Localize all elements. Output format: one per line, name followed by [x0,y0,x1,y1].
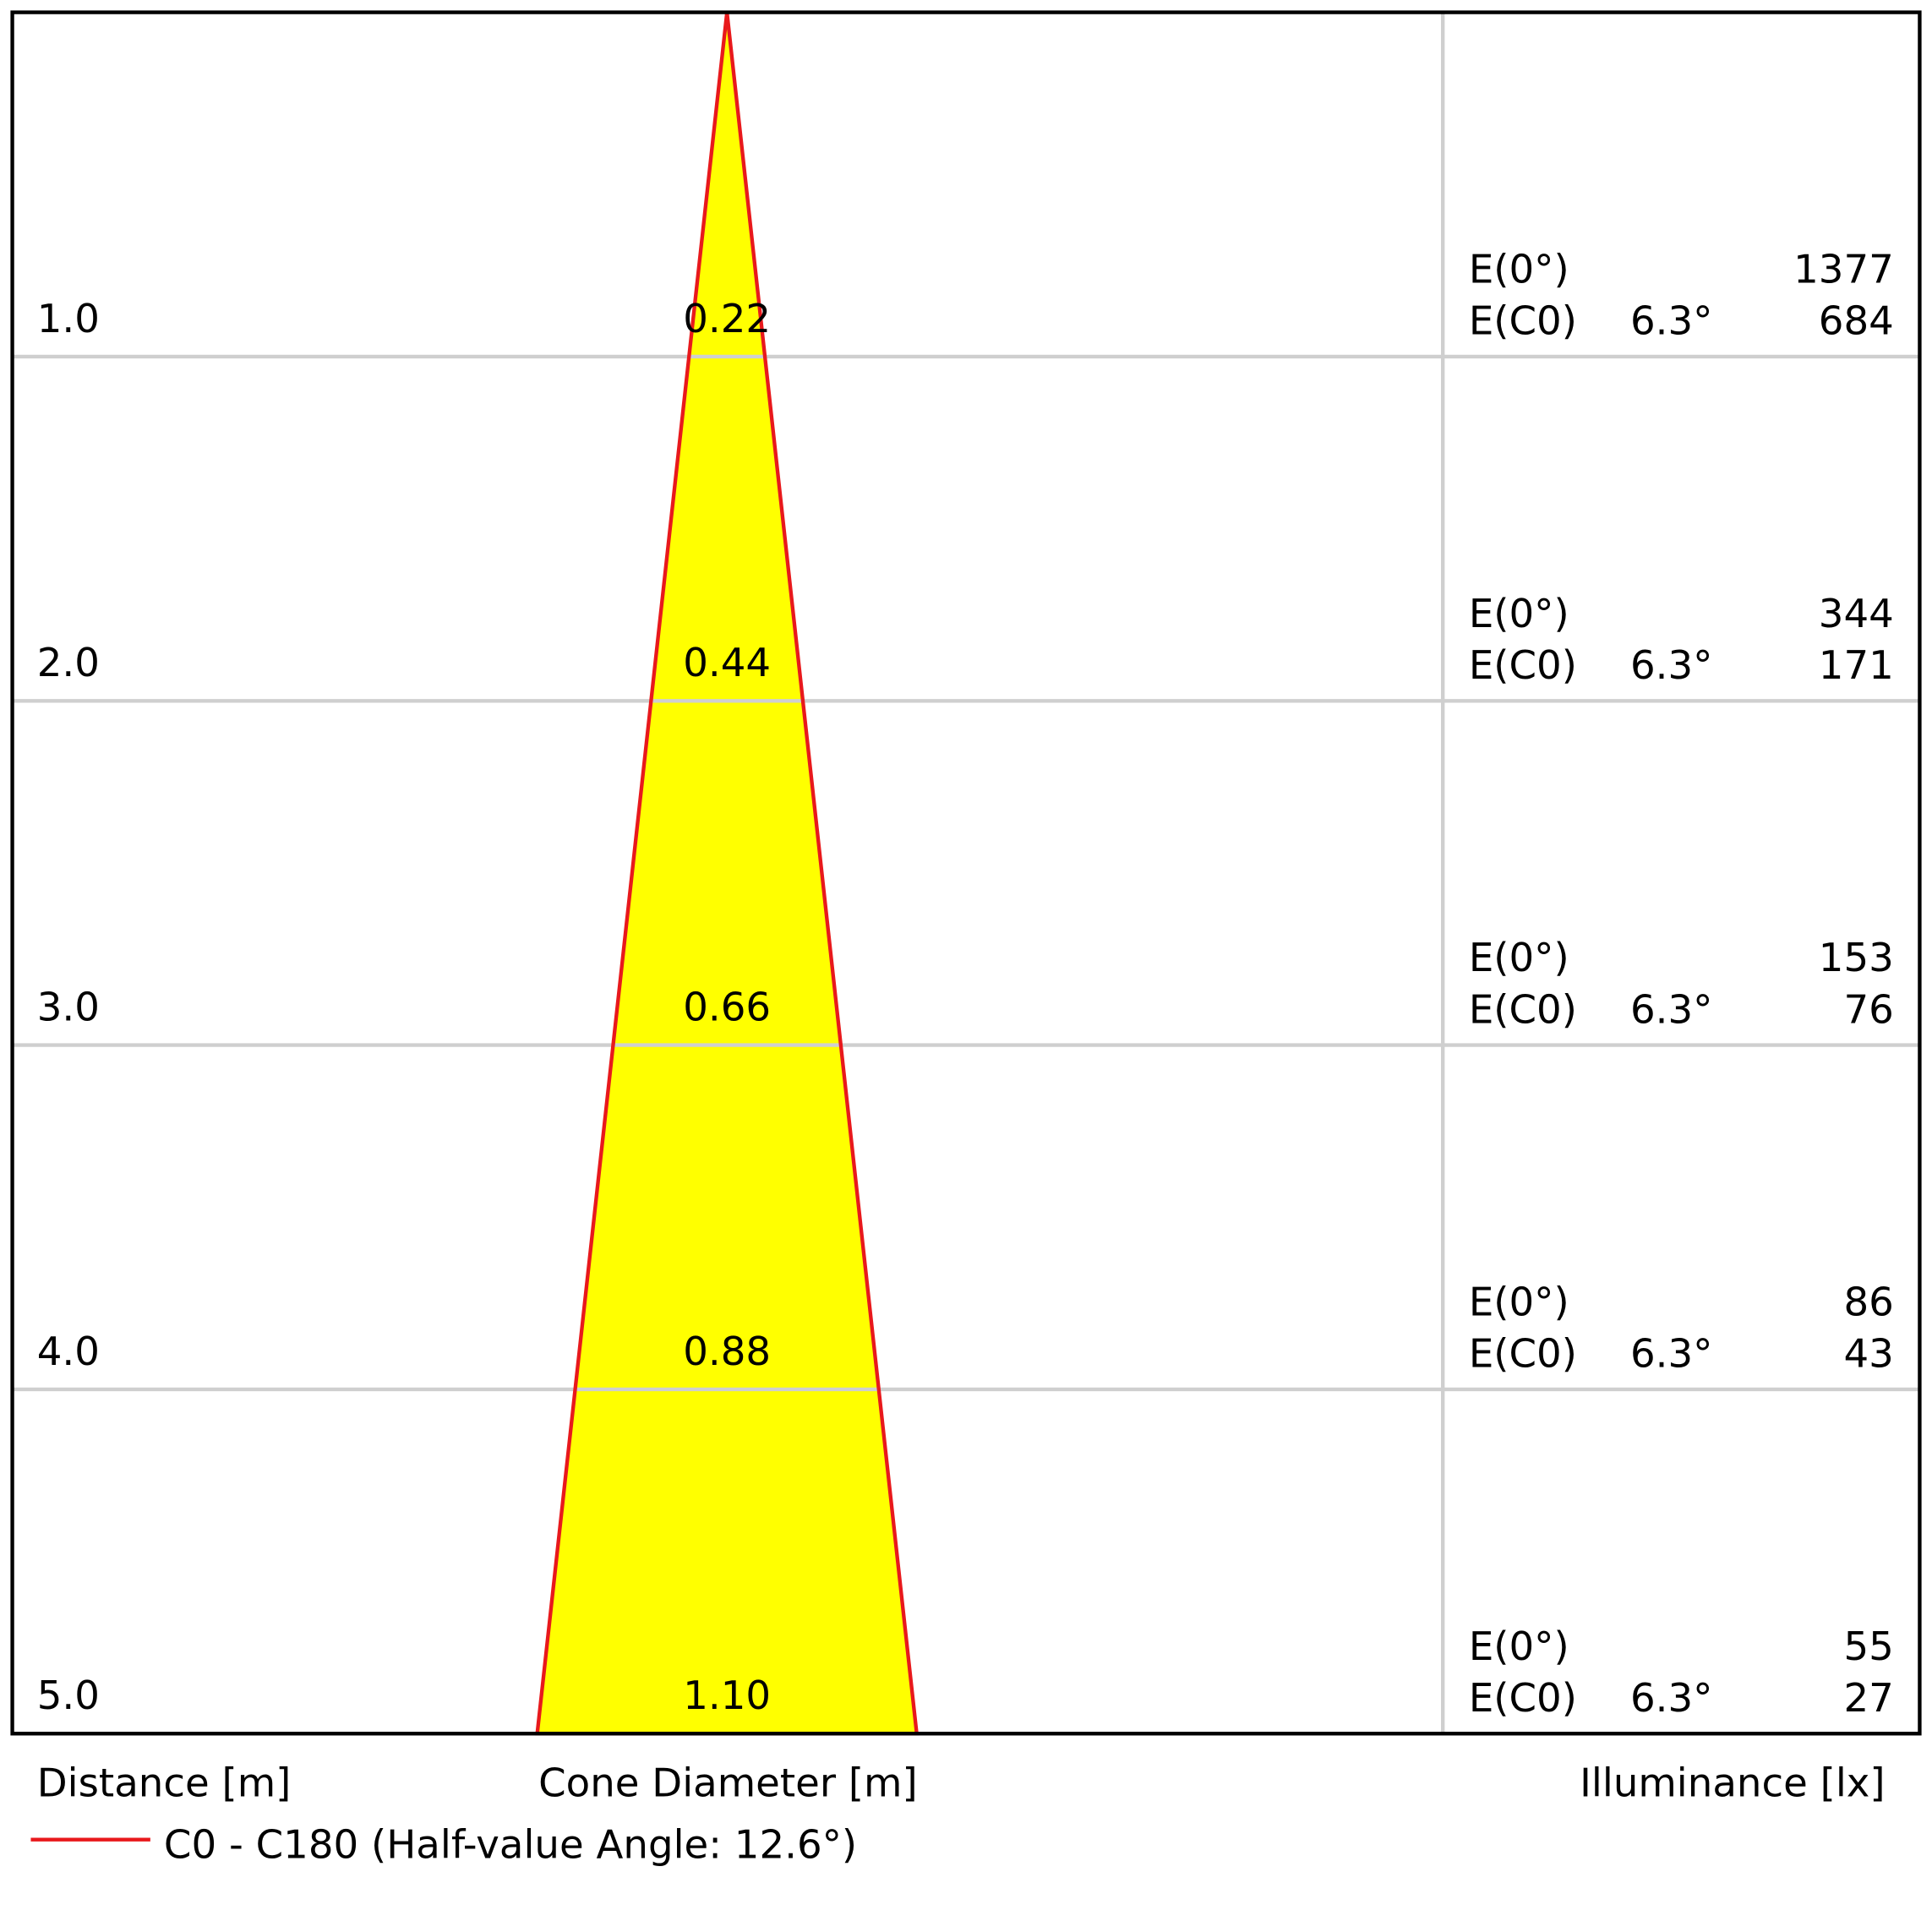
e0-value: 86 [1843,1280,1893,1325]
distance-label: 5.0 [37,1673,100,1719]
cone [537,12,917,1734]
diameter-label: 0.88 [683,1329,771,1375]
distance-label: 4.0 [37,1329,100,1375]
e0-value: 1377 [1793,247,1894,292]
e0-label: E(0°) [1469,1624,1569,1670]
frame [10,10,1922,1736]
axis-label: Illuminance [lx] [1580,1761,1885,1807]
e0-value: 153 [1819,936,1894,981]
diameter-label: 1.10 [683,1673,771,1719]
e0-label: E(0°) [1469,592,1569,637]
ec0-label: E(C0) [1469,1676,1577,1722]
angle-value: 6.3° [1630,987,1712,1033]
e0-value: 344 [1819,592,1894,637]
ec0-value: 27 [1843,1676,1893,1722]
angle-value: 6.3° [1630,643,1712,689]
distance-label: 2.0 [37,641,100,686]
diameter-label: 0.66 [683,985,771,1030]
distance-label: 3.0 [37,985,100,1030]
diameter-label: 0.22 [683,297,771,342]
ec0-label: E(C0) [1469,1332,1577,1378]
angle-value: 6.3° [1630,1676,1712,1722]
distance-label: 1.0 [37,297,100,342]
diameter-label: 0.44 [683,641,771,686]
ec0-value: 76 [1843,987,1893,1033]
ec0-label: E(C0) [1469,299,1577,345]
legend-label: C0 - C180 (Half-value Angle: 12.6°) [164,1823,857,1869]
ec0-value: 684 [1819,299,1894,345]
axis-label: Cone Diameter [m] [538,1761,918,1807]
e0-label: E(0°) [1469,1280,1569,1325]
e0-value: 55 [1843,1624,1893,1670]
axis-label: Distance [m] [37,1761,292,1807]
ec0-value: 171 [1819,643,1894,689]
e0-label: E(0°) [1469,247,1569,292]
e0-label: E(0°) [1469,936,1569,981]
ec0-label: E(C0) [1469,987,1577,1033]
ec0-value: 43 [1843,1332,1893,1378]
ec0-label: E(C0) [1469,643,1577,689]
angle-value: 6.3° [1630,1332,1712,1378]
angle-value: 6.3° [1630,299,1712,345]
